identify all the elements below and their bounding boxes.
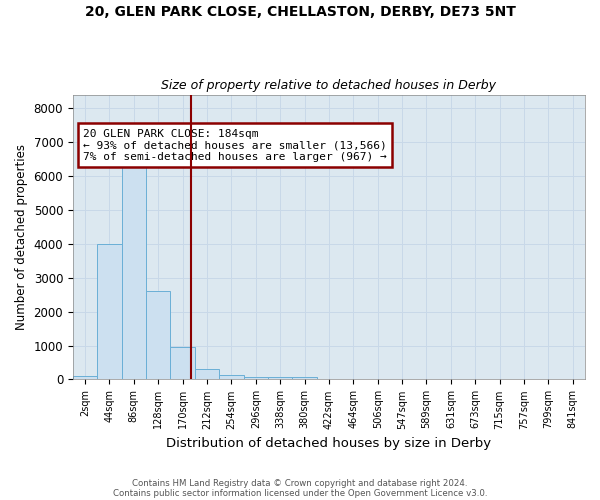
Bar (73, 376, 97, 380)
Bar (244, 376, 268, 380)
Bar (122, 156, 146, 380)
Text: Contains public sector information licensed under the Open Government Licence v3: Contains public sector information licen… (113, 488, 487, 498)
Bar (97, 244, 122, 380)
Bar (268, 378, 292, 380)
X-axis label: Distribution of detached houses by size in Derby: Distribution of detached houses by size … (166, 437, 491, 450)
Text: 20 GLEN PARK CLOSE: 184sqm
← 93% of detached houses are smaller (13,566)
7% of s: 20 GLEN PARK CLOSE: 184sqm ← 93% of deta… (83, 128, 387, 162)
Bar (292, 378, 317, 380)
Text: Contains HM Land Registry data © Crown copyright and database right 2024.: Contains HM Land Registry data © Crown c… (132, 478, 468, 488)
Bar (170, 347, 195, 380)
Bar (195, 368, 219, 380)
Title: Size of property relative to detached houses in Derby: Size of property relative to detached ho… (161, 79, 496, 92)
Y-axis label: Number of detached properties: Number of detached properties (15, 144, 28, 330)
Bar (219, 376, 244, 380)
Text: 20, GLEN PARK CLOSE, CHELLASTON, DERBY, DE73 5NT: 20, GLEN PARK CLOSE, CHELLASTON, DERBY, … (85, 5, 515, 19)
Bar (146, 292, 170, 380)
